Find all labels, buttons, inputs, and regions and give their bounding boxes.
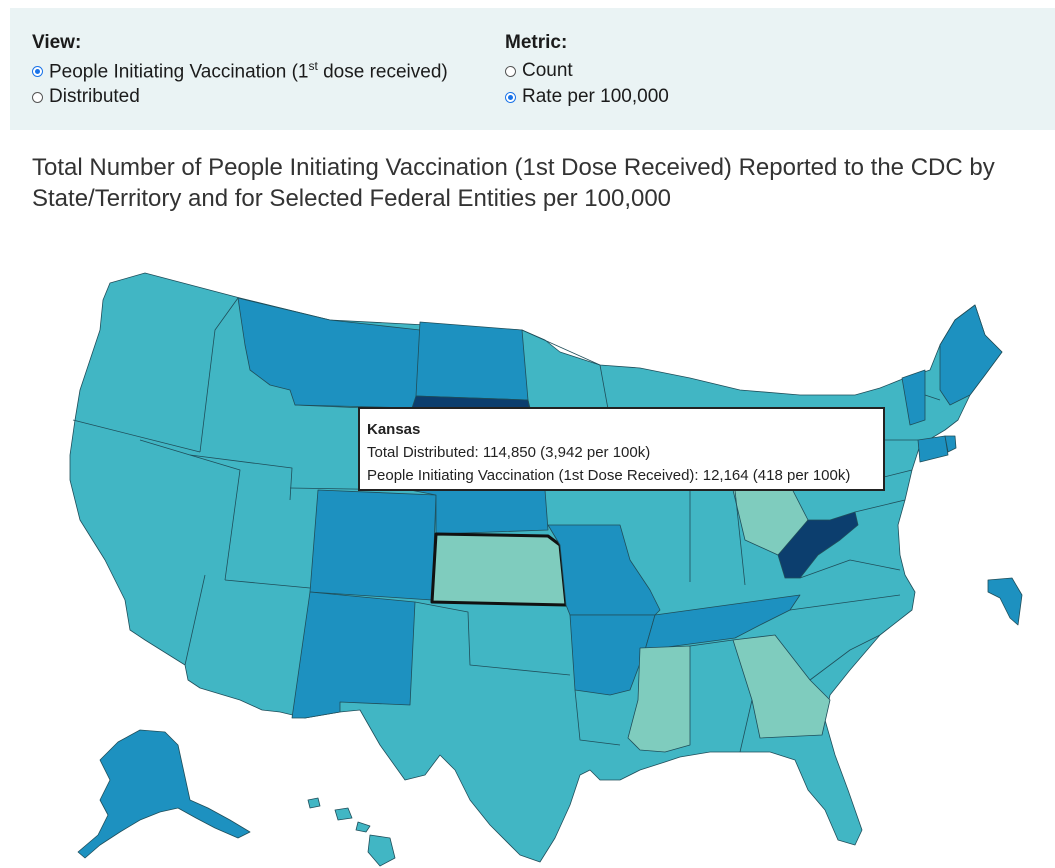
state-georgia[interactable] bbox=[732, 634, 831, 739]
tooltip-people-initiating: People Initiating Vaccination (1st Dose … bbox=[367, 467, 851, 484]
view-option-initiating-text-b: dose received) bbox=[317, 61, 448, 83]
view-option-distributed[interactable]: Distributed bbox=[32, 84, 448, 110]
view-option-initiating-text-a: People Initiating Vaccination (1 bbox=[49, 61, 309, 83]
state-missouri[interactable] bbox=[547, 524, 661, 616]
state-tooltip: Kansas Total Distributed: 114,850 (3,942… bbox=[358, 407, 885, 491]
metric-option-count-label: Count bbox=[522, 60, 573, 81]
view-option-initiating-label: People Initiating Vaccination (1st dose … bbox=[49, 59, 448, 83]
view-group: View: People Initiating Vaccination (1st… bbox=[32, 32, 448, 110]
view-option-distributed-label: Distributed bbox=[49, 86, 140, 107]
tooltip-state-name: Kansas bbox=[367, 421, 421, 438]
metric-option-count[interactable]: Count bbox=[505, 58, 669, 84]
state-hawaii[interactable] bbox=[307, 797, 396, 867]
state-mississippi[interactable] bbox=[627, 645, 691, 753]
metric-label: Metric: bbox=[505, 32, 568, 53]
state-north-dakota[interactable] bbox=[415, 321, 529, 401]
view-metric-controls: View: People Initiating Vaccination (1st… bbox=[10, 8, 1055, 130]
us-choropleth-map bbox=[69, 272, 1023, 867]
map-title: Total Number of People Initiating Vaccin… bbox=[32, 154, 995, 212]
state-montana[interactable] bbox=[237, 297, 421, 409]
radio-view-distributed[interactable] bbox=[32, 91, 43, 103]
state-colorado[interactable] bbox=[309, 489, 437, 601]
view-option-initiating-sup: st bbox=[308, 58, 318, 73]
metric-option-rate[interactable]: Rate per 100,000 bbox=[505, 84, 669, 110]
territory-puerto-rico[interactable] bbox=[987, 577, 1023, 626]
radio-metric-rate[interactable] bbox=[505, 91, 516, 103]
metric-group: Metric: Count Rate per 100,000 bbox=[505, 32, 669, 110]
radio-view-initiating[interactable] bbox=[32, 65, 43, 77]
view-option-initiating[interactable]: People Initiating Vaccination (1st dose … bbox=[32, 58, 448, 84]
state-alaska[interactable] bbox=[77, 729, 251, 859]
state-vermont[interactable] bbox=[901, 369, 926, 426]
state-west-virginia[interactable] bbox=[777, 511, 859, 579]
state-rhode-island[interactable] bbox=[944, 435, 957, 453]
tooltip-total-distributed: Total Distributed: 114,850 (3,942 per 10… bbox=[367, 444, 651, 461]
state-new-mexico[interactable] bbox=[291, 591, 416, 719]
view-label: View: bbox=[32, 32, 82, 53]
state-maine[interactable] bbox=[939, 304, 1003, 406]
metric-option-rate-label: Rate per 100,000 bbox=[522, 86, 669, 107]
state-connecticut[interactable] bbox=[917, 435, 949, 463]
state-kansas[interactable] bbox=[430, 532, 568, 607]
radio-metric-count[interactable] bbox=[505, 65, 516, 77]
